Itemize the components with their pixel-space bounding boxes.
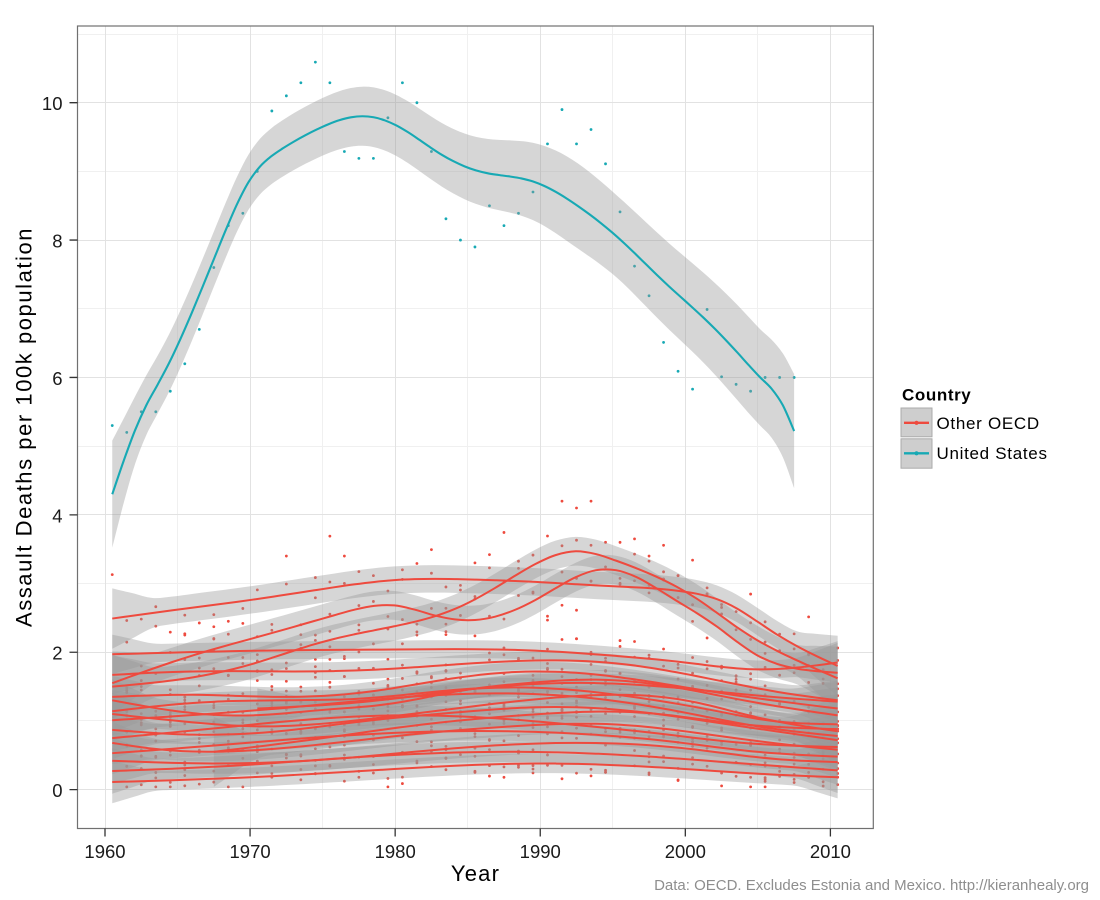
svg-text:0: 0	[52, 780, 62, 801]
svg-text:2000: 2000	[665, 841, 706, 862]
svg-text:1990: 1990	[520, 841, 561, 862]
svg-text:2010: 2010	[810, 841, 851, 862]
svg-text:Data: OECD. Excludes Estonia a: Data: OECD. Excludes Estonia and Mexico.…	[654, 877, 1089, 894]
svg-text:8: 8	[52, 231, 62, 252]
svg-text:Assault Deaths per 100k popula: Assault Deaths per 100k population	[12, 227, 37, 627]
svg-text:1960: 1960	[84, 841, 125, 862]
svg-text:6: 6	[52, 368, 62, 389]
svg-text:Year: Year	[451, 861, 500, 886]
svg-text:2: 2	[52, 643, 62, 664]
svg-text:1980: 1980	[375, 841, 416, 862]
svg-text:4: 4	[52, 505, 62, 526]
svg-text:Other OECD: Other OECD	[937, 414, 1040, 433]
svg-text:United States: United States	[937, 444, 1048, 463]
svg-text:1970: 1970	[230, 841, 271, 862]
svg-text:10: 10	[42, 93, 63, 114]
svg-text:Country: Country	[902, 386, 971, 405]
